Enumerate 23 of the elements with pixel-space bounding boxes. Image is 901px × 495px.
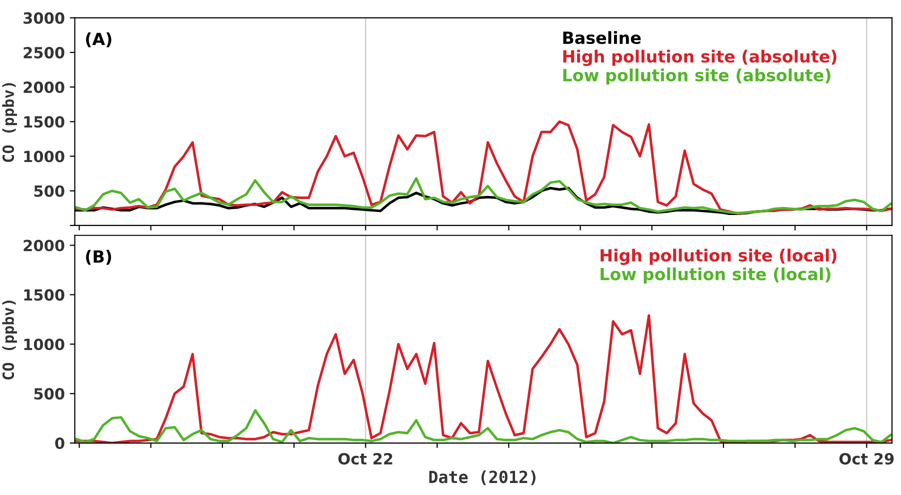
text: High pollution site (absolute) [563, 50, 836, 66]
text: Low pollution site (local) [600, 267, 830, 284]
x-tick-label: Oct 29 [839, 453, 894, 465]
y-tick-label: 2000 [24, 240, 64, 252]
annotation: (A) [86, 32, 112, 48]
text: Low pollution site (absolute) [563, 68, 830, 85]
y-tick-label: 2000 [24, 82, 64, 94]
y-tick-label: 2500 [24, 46, 64, 58]
y-tick-label: 1500 [24, 289, 64, 301]
y-axis-title: CO (ppbv) [2, 300, 17, 380]
y-tick-label: 1500 [24, 116, 64, 128]
y-tick-label: 3000 [24, 12, 64, 24]
y-axis-title: CO (ppbv) [2, 83, 17, 162]
y-tick-label: 500 [34, 388, 64, 400]
y-tick-label: 1000 [24, 338, 64, 350]
y-tick-label: 0 [55, 437, 64, 450]
x-tick-label: Oct 22 [338, 453, 392, 465]
x-axis-title: Date (2012) [429, 470, 536, 486]
y-tick-label: 1000 [24, 150, 64, 162]
text: Baseline [563, 31, 641, 44]
text: High pollution site (local) [600, 248, 836, 265]
y-tick-label: 500 [34, 185, 64, 197]
annotation: (B) [86, 250, 112, 265]
